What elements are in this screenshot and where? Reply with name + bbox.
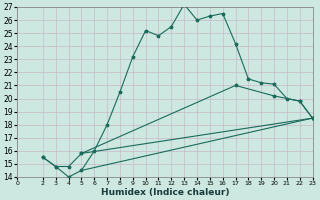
X-axis label: Humidex (Indice chaleur): Humidex (Indice chaleur) bbox=[101, 188, 229, 197]
